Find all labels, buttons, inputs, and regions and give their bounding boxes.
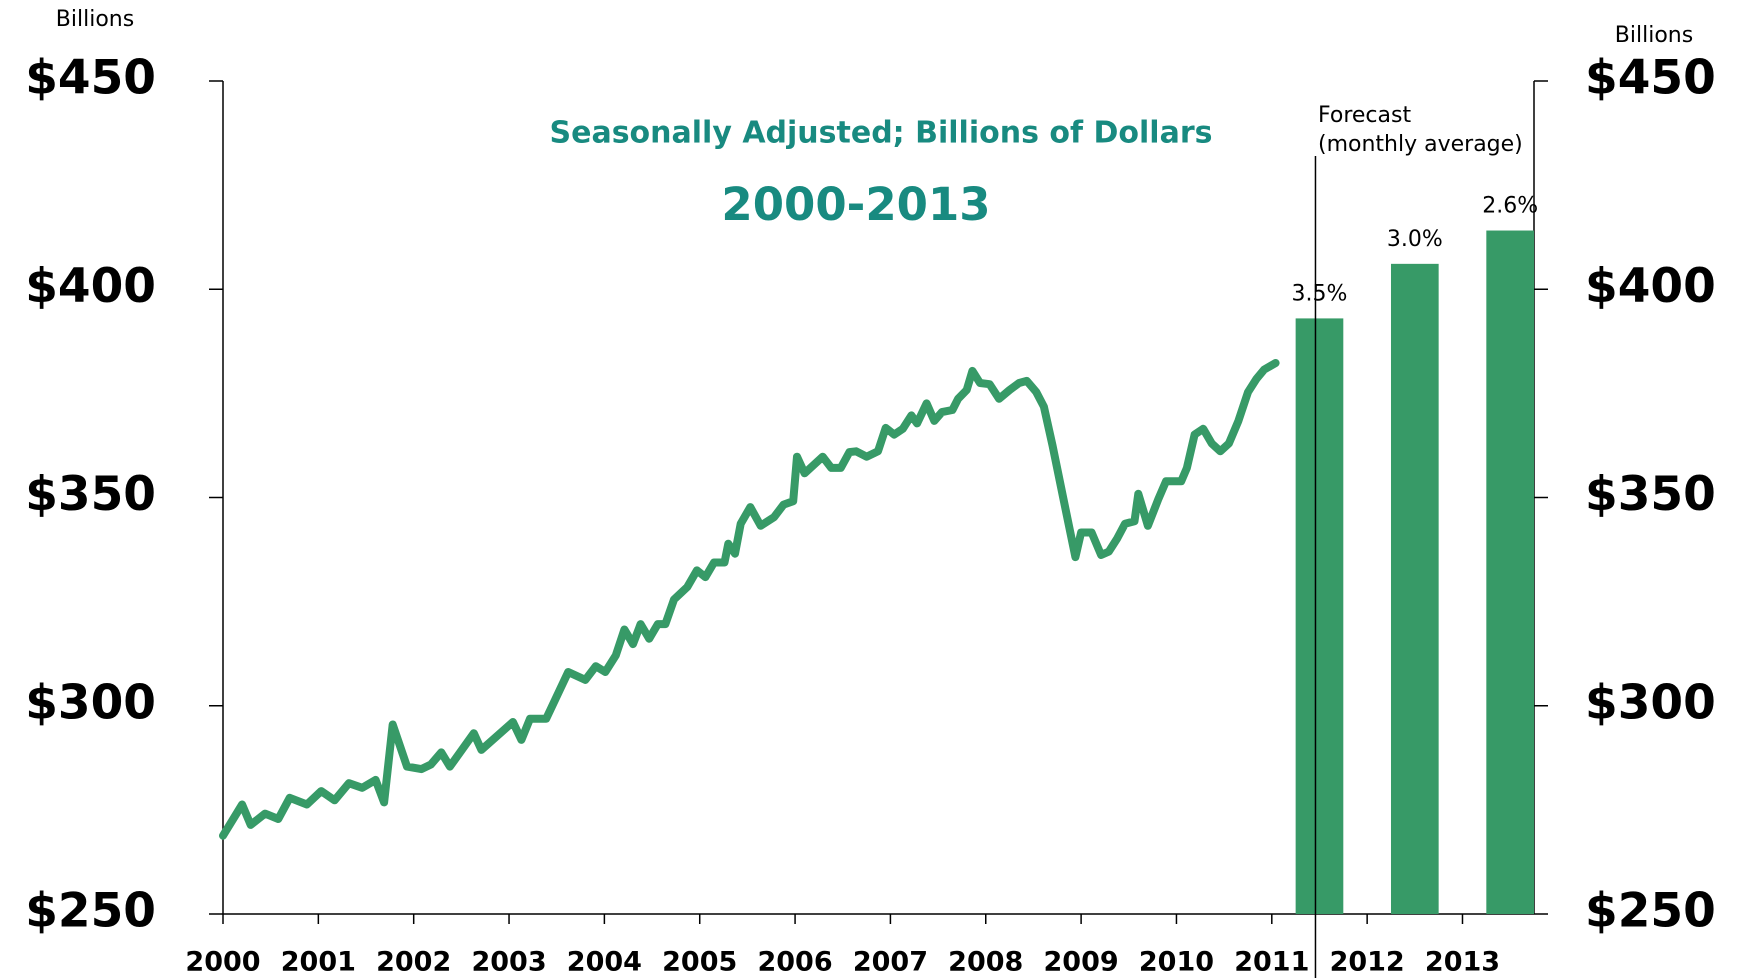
y-tick-label: $450 xyxy=(25,51,156,106)
x-tick-label: 2013 xyxy=(1425,947,1500,978)
x-tick-label: 2011 xyxy=(1234,947,1309,978)
x-tick-label: 2003 xyxy=(471,947,546,978)
y-tick-label: $300 xyxy=(25,675,156,730)
y2-tick-label: $250 xyxy=(1585,884,1716,939)
y-tick-label: $400 xyxy=(25,259,156,314)
forecast-label: Forecast xyxy=(1318,103,1411,128)
line-series xyxy=(219,359,1280,840)
y-tick-label: $350 xyxy=(25,467,156,522)
bar-annotation: 3.5% xyxy=(1292,281,1348,306)
bar xyxy=(1295,318,1344,914)
chart-title: 2000-2013 xyxy=(721,178,990,231)
forecast-label: (monthly average) xyxy=(1318,132,1523,157)
y2-tick-label: $400 xyxy=(1585,259,1716,314)
x-tick-label: 2002 xyxy=(376,947,451,978)
x-tick-label: 2004 xyxy=(567,947,642,978)
y2-tick-label: $350 xyxy=(1585,467,1716,522)
y-axis-label: Billions xyxy=(56,7,134,32)
bar-annotation: 3.0% xyxy=(1387,227,1443,252)
x-tick-label: 2006 xyxy=(757,947,832,978)
y-tick-label: $250 xyxy=(25,884,156,939)
x-tick-label: 2007 xyxy=(853,947,928,978)
x-tick-label: 2000 xyxy=(185,947,260,978)
bar xyxy=(1486,230,1534,914)
bar-annotation: 2.6% xyxy=(1482,194,1538,219)
chart-subtitle: Seasonally Adjusted; Billions of Dollars xyxy=(550,116,1213,151)
y2-tick-label: $450 xyxy=(1585,51,1716,106)
x-tick-label: 2012 xyxy=(1330,947,1405,978)
x-tick-label: 2010 xyxy=(1139,947,1214,978)
x-tick-label: 2001 xyxy=(281,947,356,978)
x-tick-label: 2009 xyxy=(1044,947,1119,978)
y2-tick-label: $300 xyxy=(1585,675,1716,730)
x-tick-label: 2008 xyxy=(948,947,1023,978)
x-tick-label: 2005 xyxy=(662,947,737,978)
bar xyxy=(1390,263,1439,914)
y2-axis-label: Billions xyxy=(1615,23,1693,48)
